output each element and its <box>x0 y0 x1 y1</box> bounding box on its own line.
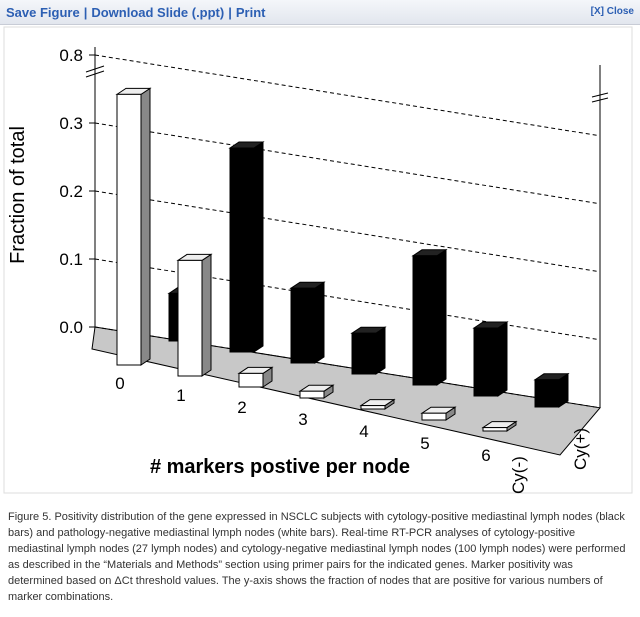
y-tick-label: 0.0 <box>59 318 83 337</box>
print[interactable]: Print <box>235 5 266 20</box>
bar <box>290 287 316 364</box>
bar <box>351 332 377 375</box>
bar <box>534 379 560 408</box>
x-axis-title: # markers postive per node <box>150 456 410 478</box>
bar <box>299 390 325 399</box>
bar-side <box>436 248 447 386</box>
bar-side <box>375 326 386 375</box>
bar-group <box>176 253 213 377</box>
legend-label: Cy(-) <box>509 456 528 494</box>
legend-label: Cy(+) <box>571 428 590 470</box>
toolbar-links: Save Figure | Download Slide (.ppt) | Print <box>6 4 266 22</box>
y-tick-label: 0.1 <box>59 250 83 269</box>
bar-group <box>350 326 387 375</box>
bar <box>412 255 438 386</box>
bar-group <box>228 141 265 353</box>
grid-line <box>94 54 601 137</box>
bar <box>360 405 386 410</box>
bar-group <box>298 384 335 399</box>
x-tick-label: 2 <box>237 398 246 417</box>
figure-caption: Figure 5. Positivity distribution of the… <box>8 511 626 603</box>
bar-side <box>253 141 264 353</box>
x-tick-label: 6 <box>481 446 490 465</box>
bar-group <box>289 281 326 364</box>
bar <box>177 259 203 377</box>
bar-group <box>420 406 457 421</box>
bar-group <box>411 248 448 386</box>
x-tick-label: 1 <box>176 386 185 405</box>
bar-side <box>314 281 325 364</box>
x-tick-label: 4 <box>359 422 368 441</box>
bar-group <box>481 420 518 432</box>
grid-line <box>94 190 601 273</box>
bar <box>421 412 447 421</box>
bar-side <box>140 87 151 366</box>
separator: | <box>83 5 88 20</box>
bar <box>238 372 264 388</box>
x-tick-label: 3 <box>298 410 307 429</box>
close-button[interactable]: [X] Close <box>590 6 634 17</box>
toolbar: Save Figure | Download Slide (.ppt) | Print … <box>0 0 640 25</box>
bar-group <box>472 321 509 397</box>
y-tick-label: 0.8 <box>59 46 83 65</box>
y-tick-label: 0.2 <box>59 182 83 201</box>
bar-group <box>533 372 570 408</box>
separator: | <box>228 5 232 20</box>
bar-group <box>237 366 274 388</box>
bar-group <box>359 398 396 410</box>
bar <box>116 93 142 366</box>
bar-group <box>115 87 152 366</box>
bar-side <box>497 321 508 397</box>
grid-line <box>94 122 601 205</box>
bar <box>473 327 499 397</box>
x-tick-label: 0 <box>115 374 124 393</box>
y-axis-title: Fraction of total <box>7 126 29 264</box>
bar <box>482 427 508 432</box>
chart: Fraction of total # markers postive per … <box>3 26 633 494</box>
download-slide[interactable]: Download Slide (.ppt) <box>91 5 225 20</box>
bar-side <box>201 253 212 377</box>
x-tick-label: 5 <box>420 434 429 453</box>
y-tick-label: 0.3 <box>59 114 83 133</box>
save-figure[interactable]: Save Figure <box>6 5 80 20</box>
bar <box>229 147 255 353</box>
